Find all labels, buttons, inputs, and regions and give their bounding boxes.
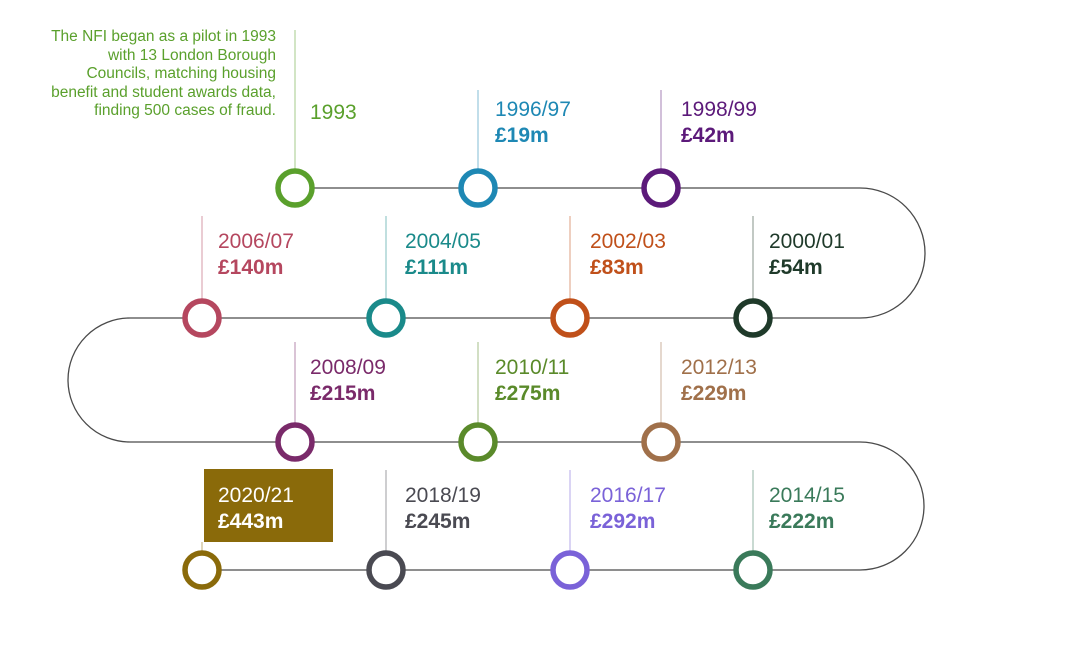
milestone-label: 2010/11 £275m — [495, 355, 569, 407]
milestone-ring — [182, 550, 222, 590]
milestone-label: 2012/13 £229m — [681, 355, 757, 407]
milestone-amount: £443m — [218, 510, 284, 533]
milestone-label: 2004/05 £111m — [405, 229, 481, 281]
milestone-label: 1996/97 £19m — [495, 97, 571, 149]
milestone-amount: £229m — [681, 382, 747, 405]
milestone-amount: £292m — [590, 510, 656, 533]
milestone-amount: £54m — [769, 256, 823, 279]
milestone-amount: £222m — [769, 510, 835, 533]
milestone-ring — [458, 168, 498, 208]
milestone-label: 2018/19 £245m — [405, 483, 481, 535]
milestone-period: 2010/11 — [495, 356, 570, 379]
milestone-period: 2012/13 — [681, 356, 757, 379]
milestone-period: 2002/03 — [590, 230, 666, 253]
milestone-period: 2000/01 — [769, 230, 845, 253]
milestone-ring — [275, 422, 315, 462]
milestone-amount: £215m — [310, 382, 376, 405]
milestone-ring — [366, 298, 406, 338]
milestone-ring — [458, 422, 498, 462]
milestone-amount: £275m — [495, 382, 561, 405]
milestone-label: 2014/15 £222m — [769, 483, 845, 535]
milestone-period: 2006/07 — [218, 230, 294, 253]
milestone-ring — [733, 550, 773, 590]
milestone-ring — [641, 422, 681, 462]
milestone-period: 2004/05 — [405, 230, 481, 253]
milestone-label: 2006/07 £140m — [218, 229, 294, 281]
milestone-label: 2016/17 £292m — [590, 483, 666, 535]
milestone-period: 2008/09 — [310, 356, 386, 379]
milestone-period: 1998/99 — [681, 98, 757, 121]
milestone-ring — [366, 550, 406, 590]
milestone-ring — [733, 298, 773, 338]
milestone-label: 2002/03 £83m — [590, 229, 666, 281]
milestone-amount: £245m — [405, 510, 471, 533]
milestone-ring — [275, 168, 315, 208]
milestone-period: 2014/15 — [769, 484, 845, 507]
milestone-label: 2000/01 £54m — [769, 229, 845, 281]
milestone-ring — [550, 298, 590, 338]
milestone-label: 1998/99 £42m — [681, 97, 757, 149]
milestone-period: 2020/21 — [218, 484, 294, 507]
milestone-amount: £83m — [590, 256, 644, 279]
milestone-period: 2016/17 — [590, 484, 666, 507]
milestone-label: 2008/09 £215m — [310, 355, 386, 407]
milestone-period: 2018/19 — [405, 484, 481, 507]
milestone-ring — [641, 168, 681, 208]
milestone-ring — [550, 550, 590, 590]
milestone-period: 1993 — [310, 101, 357, 124]
milestone-amount: £42m — [681, 124, 735, 147]
timeline-track — [67, 187, 926, 571]
milestone-period: 1996/97 — [495, 98, 571, 121]
milestone-label: 1993 — [310, 100, 357, 126]
latest-highlight-box — [204, 469, 333, 542]
milestone-amount: £140m — [218, 256, 284, 279]
intro-note: The NFI began as a pilot in 1993 with 13… — [51, 28, 276, 120]
milestone-ring — [182, 298, 222, 338]
milestone-amount: £111m — [405, 256, 469, 279]
milestone-amount: £19m — [495, 124, 549, 147]
milestone-label: 2020/21 £443m — [218, 483, 294, 535]
